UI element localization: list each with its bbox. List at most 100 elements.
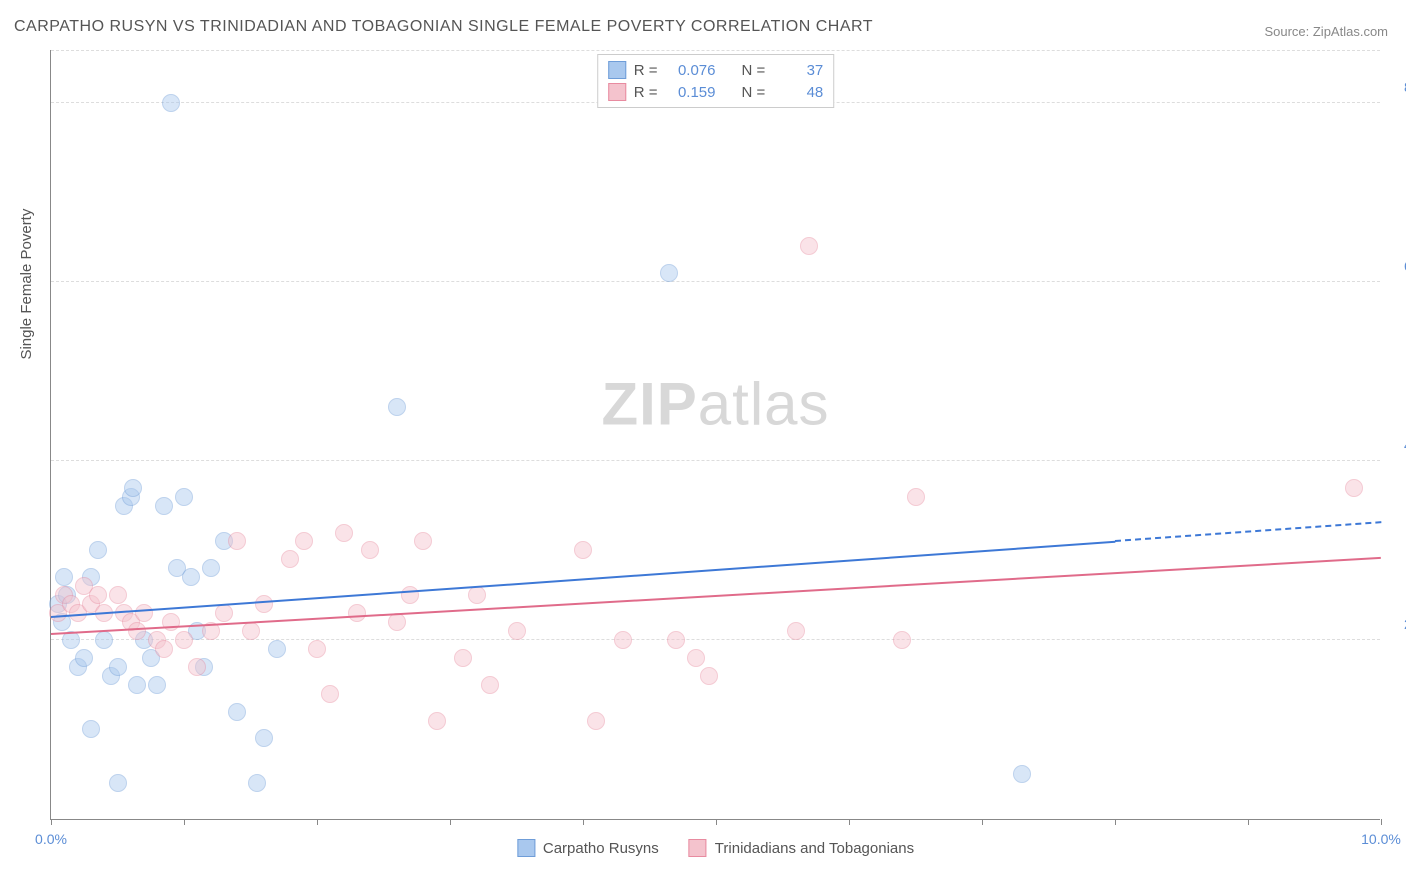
data-point: [228, 532, 246, 550]
legend-series-label: Trinidadians and Tobagonians: [715, 840, 914, 857]
data-point: [893, 631, 911, 649]
trend-line-dashed: [1115, 522, 1381, 543]
legend-r-label: R =: [634, 84, 658, 101]
data-point: [95, 631, 113, 649]
data-point: [128, 622, 146, 640]
data-point: [700, 667, 718, 685]
x-tick: [1248, 819, 1249, 825]
legend-n-value: 48: [773, 84, 823, 101]
legend-n-label: N =: [742, 62, 766, 79]
data-point: [255, 595, 273, 613]
data-point: [89, 541, 107, 559]
data-point: [155, 640, 173, 658]
data-point: [202, 559, 220, 577]
gridline: [51, 50, 1380, 51]
x-tick: [317, 819, 318, 825]
x-tick-label: 0.0%: [35, 831, 67, 847]
data-point: [800, 237, 818, 255]
data-point: [308, 640, 326, 658]
data-point: [255, 729, 273, 747]
data-point: [135, 604, 153, 622]
plot-area: ZIPatlas R =0.076N =37R =0.159N =48 20.0…: [50, 50, 1380, 820]
gridline: [51, 460, 1380, 461]
legend-bottom-item: Carpatho Rusyns: [517, 839, 659, 857]
plot-inner: 20.0%40.0%60.0%80.0%0.0%10.0%: [51, 50, 1380, 819]
x-tick: [716, 819, 717, 825]
x-tick: [982, 819, 983, 825]
data-point: [614, 631, 632, 649]
data-point: [155, 497, 173, 515]
data-point: [660, 264, 678, 282]
data-point: [587, 712, 605, 730]
x-tick: [51, 819, 52, 825]
data-point: [401, 586, 419, 604]
x-tick-label: 10.0%: [1361, 831, 1401, 847]
data-point: [687, 649, 705, 667]
data-point: [124, 479, 142, 497]
data-point: [348, 604, 366, 622]
x-tick: [849, 819, 850, 825]
data-point: [295, 532, 313, 550]
legend-swatch: [608, 61, 626, 79]
data-point: [468, 586, 486, 604]
legend-n-label: N =: [742, 84, 766, 101]
data-point: [162, 94, 180, 112]
data-point: [361, 541, 379, 559]
data-point: [188, 658, 206, 676]
legend-r-value: 0.159: [666, 84, 716, 101]
data-point: [574, 541, 592, 559]
data-point: [481, 676, 499, 694]
data-point: [228, 703, 246, 721]
data-point: [182, 568, 200, 586]
legend-r-label: R =: [634, 62, 658, 79]
data-point: [907, 488, 925, 506]
data-point: [414, 532, 432, 550]
data-point: [89, 586, 107, 604]
data-point: [248, 774, 266, 792]
data-point: [109, 586, 127, 604]
data-point: [787, 622, 805, 640]
x-tick: [450, 819, 451, 825]
data-point: [508, 622, 526, 640]
data-point: [109, 774, 127, 792]
legend-n-value: 37: [773, 62, 823, 79]
chart-title: CARPATHO RUSYN VS TRINIDADIAN AND TOBAGO…: [14, 18, 873, 36]
data-point: [1013, 765, 1031, 783]
x-tick: [1381, 819, 1382, 825]
data-point: [388, 613, 406, 631]
data-point: [55, 568, 73, 586]
data-point: [268, 640, 286, 658]
legend-series-label: Carpatho Rusyns: [543, 840, 659, 857]
legend-r-value: 0.076: [666, 62, 716, 79]
data-point: [388, 398, 406, 416]
data-point: [82, 720, 100, 738]
data-point: [242, 622, 260, 640]
x-tick: [184, 819, 185, 825]
data-point: [215, 604, 233, 622]
data-point: [175, 631, 193, 649]
legend-top-row: R = 0.076 N = 37: [608, 59, 824, 81]
legend-top-row: R = 0.159 N = 48: [608, 81, 824, 103]
data-point: [667, 631, 685, 649]
y-tick-label: 40.0%: [1390, 437, 1406, 453]
data-point: [175, 488, 193, 506]
legend-bottom-item: Trinidadians and Tobagonians: [689, 839, 914, 857]
legend-swatch: [608, 83, 626, 101]
data-point: [335, 524, 353, 542]
data-point: [128, 676, 146, 694]
data-point: [1345, 479, 1363, 497]
data-point: [109, 658, 127, 676]
data-point: [281, 550, 299, 568]
legend-top: R = 0.076 N = 37 R = 0.159 N = 48: [597, 54, 835, 108]
source-label: Source: ZipAtlas.com: [1264, 24, 1388, 39]
y-tick-label: 80.0%: [1390, 79, 1406, 95]
legend-bottom: Carpatho Rusyns Trinidadians and Tobagoni…: [517, 839, 914, 857]
y-tick-label: 20.0%: [1390, 616, 1406, 632]
gridline: [51, 281, 1380, 282]
data-point: [454, 649, 472, 667]
data-point: [75, 649, 93, 667]
x-tick: [1115, 819, 1116, 825]
legend-swatch: [689, 839, 707, 857]
x-tick: [583, 819, 584, 825]
y-axis-label: Single Female Poverty: [18, 209, 35, 360]
